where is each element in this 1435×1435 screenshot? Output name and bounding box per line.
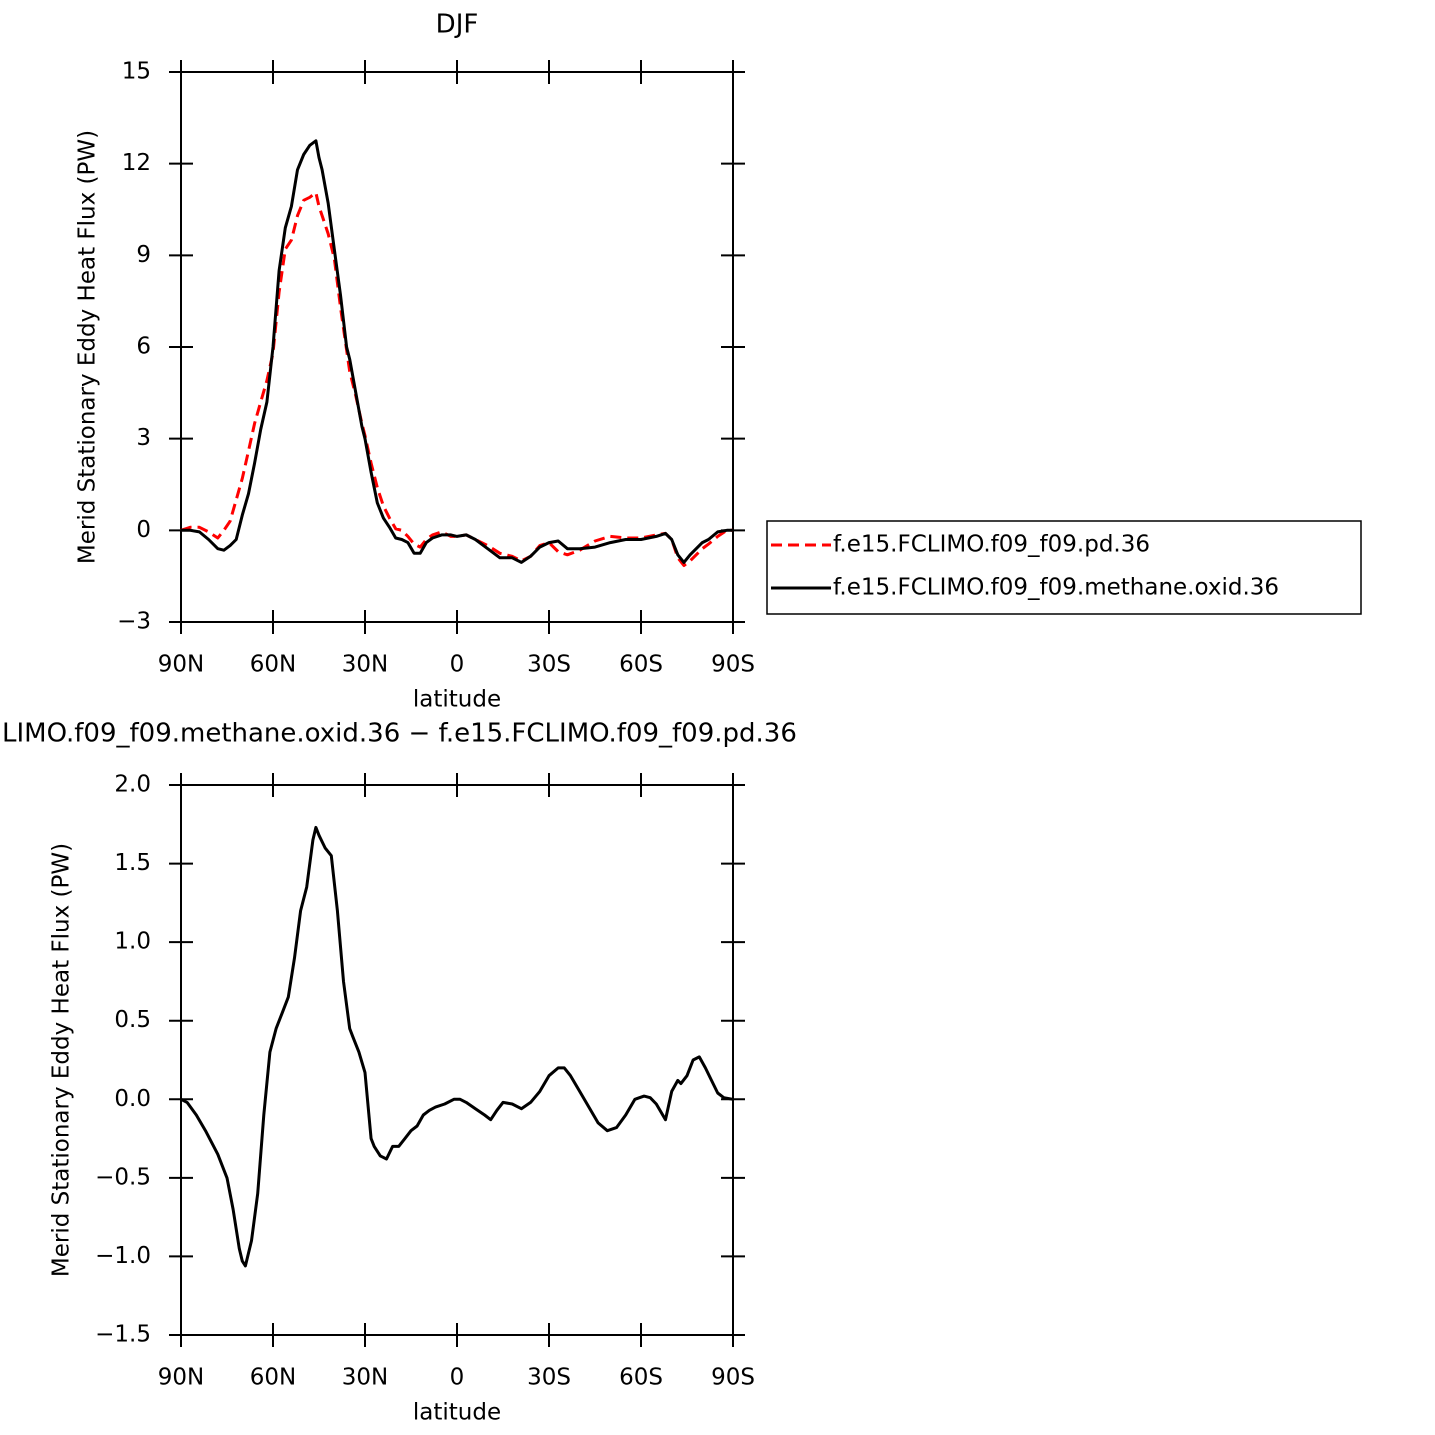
plot-frame <box>180 71 734 623</box>
x-axis-label: latitude <box>413 687 501 713</box>
x-tick-label: 90N <box>158 652 204 678</box>
x-tick-label: 30N <box>342 652 388 678</box>
x-tick-label: 0 <box>450 1365 465 1391</box>
y-tick-label: 1.5 <box>114 850 151 876</box>
y-tick-label: 0.5 <box>114 1007 151 1033</box>
y-tick-label: −1.0 <box>95 1243 151 1269</box>
y-tick-label: 6 <box>136 334 151 360</box>
y-axis-label: Merid Stationary Eddy Heat Flux (PW) <box>75 130 101 564</box>
x-tick-label: 60N <box>250 1365 296 1391</box>
y-tick-label: 15 <box>122 59 151 85</box>
chart-title: DJF <box>436 10 479 40</box>
y-tick-label: 0 <box>136 517 151 543</box>
y-tick-label: 12 <box>122 150 151 176</box>
x-tick-label: 60S <box>619 1365 663 1391</box>
y-tick-label: 2.0 <box>114 772 151 798</box>
x-tick-label: 30N <box>342 1365 388 1391</box>
data-line <box>180 825 734 1268</box>
legend-box <box>766 520 1362 615</box>
data-line <box>180 191 733 567</box>
plot-frame <box>180 784 734 1336</box>
x-tick-label: 30S <box>527 652 571 678</box>
x-axis-label: latitude <box>413 1400 501 1426</box>
x-tick-label: 60N <box>250 652 296 678</box>
legend-label: f.e15.FCLIMO.f09_f09.pd.36 <box>833 532 1150 558</box>
y-tick-label: −0.5 <box>95 1164 151 1190</box>
y-tick-label: 1.0 <box>114 929 151 955</box>
y-axis-label: Merid Stationary Eddy Heat Flux (PW) <box>49 843 75 1277</box>
x-tick-label: 90S <box>711 1365 755 1391</box>
y-tick-label: 0.0 <box>114 1086 151 1112</box>
legend-label: f.e15.FCLIMO.f09_f09.methane.oxid.36 <box>833 575 1279 601</box>
x-tick-label: 90S <box>711 652 755 678</box>
y-tick-label: −3 <box>117 609 151 635</box>
x-tick-label: 30S <box>527 1365 571 1391</box>
y-tick-label: 9 <box>136 242 151 268</box>
x-tick-label: 60S <box>619 652 663 678</box>
x-tick-label: 90N <box>158 1365 204 1391</box>
x-tick-label: 0 <box>450 652 465 678</box>
data-line <box>181 139 733 564</box>
y-tick-label: 3 <box>136 425 151 451</box>
y-tick-label: −1.5 <box>95 1322 151 1348</box>
chart-title: LIMO.f09_f09.methane.oxid.36 − f.e15.FCL… <box>2 719 797 749</box>
